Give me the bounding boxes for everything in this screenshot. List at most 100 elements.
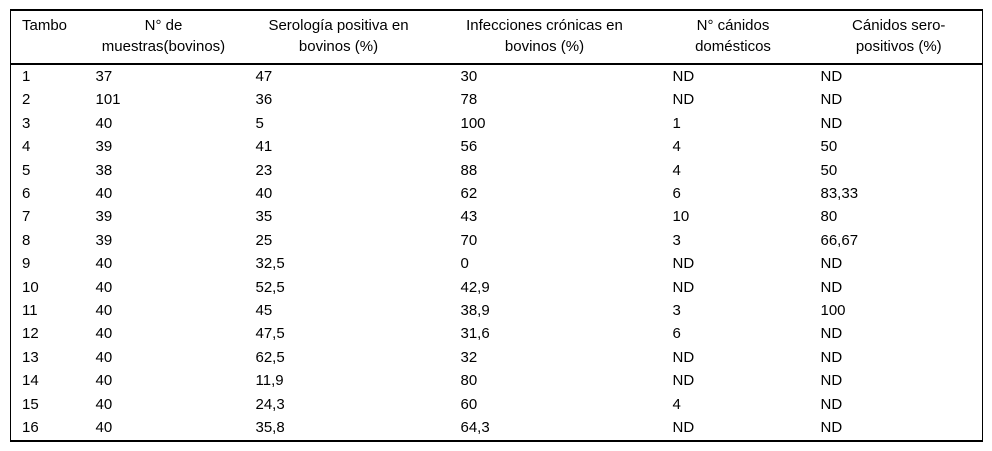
col-header-tambo: Tambo: [11, 10, 89, 64]
table-cell: 1: [672, 114, 681, 132]
table-cell: 4: [672, 395, 681, 413]
table-cell: 40: [95, 185, 113, 203]
table-cell: 40: [95, 419, 113, 437]
table-cell: 6: [672, 325, 681, 343]
table-row: 4 39 41 56 4 50: [11, 135, 983, 158]
table-cell: ND: [820, 68, 843, 85]
table-cell: 37: [95, 68, 113, 85]
table-cell: 12: [22, 325, 39, 343]
table-row: 16 40 35,8 64,3 ND ND: [11, 416, 983, 440]
table-cell: 32: [460, 348, 478, 366]
table-cell: 6: [22, 185, 31, 203]
table-row: 9 40 32,5 0 ND ND: [11, 252, 983, 275]
table-cell: ND: [672, 91, 695, 109]
table-cell: ND: [672, 68, 695, 85]
table-cell: 47,5: [255, 325, 285, 343]
table-cell: 14: [22, 372, 39, 390]
header-line: domésticos: [695, 38, 771, 55]
table-cell: 101: [95, 91, 121, 109]
header-row: Tambo N° de muestras(bovinos) Serología …: [10, 10, 983, 64]
col-header-canidos-seropositivos: Cánidos sero- positivos (%): [816, 10, 983, 64]
table-cell: 13: [22, 348, 39, 366]
table-cell: 24,3: [255, 395, 285, 413]
table-row: 10 40 52,5 42,9 ND ND: [11, 276, 983, 299]
table-cell: ND: [820, 91, 843, 109]
table-cell: 8: [22, 231, 31, 249]
header-line: Infecciones crónicas en: [466, 17, 623, 34]
table-cell: ND: [820, 325, 843, 343]
header-line: bovinos (%): [298, 38, 379, 55]
table-cell: ND: [820, 348, 843, 366]
header-line: muestras(bovinos): [101, 38, 226, 55]
table-cell: 60: [460, 395, 478, 413]
table-cell: 3: [672, 302, 681, 320]
table-row: 3 40 5 100 1 ND: [11, 112, 983, 135]
table-row: 12 40 47,5 31,6 6 ND: [11, 322, 983, 345]
header-line: Cánidos sero-: [852, 17, 946, 34]
table-row: 1 37 47 30 ND ND: [11, 64, 983, 88]
table-cell: 40: [95, 325, 113, 343]
table-row: 7 39 35 43 10 80: [11, 205, 983, 228]
table-cell: 40: [95, 255, 113, 273]
table-cell: 5: [22, 161, 31, 179]
table-cell: ND: [820, 419, 843, 437]
table-cell: 45: [255, 302, 273, 320]
table-cell: 80: [820, 208, 838, 226]
table-cell: ND: [672, 278, 695, 296]
table-cell: ND: [820, 255, 843, 273]
table-cell: 40: [95, 278, 113, 296]
table-cell: 3: [672, 231, 681, 249]
table-cell: 52,5: [255, 278, 285, 296]
table-cell: 15: [22, 395, 39, 413]
table-cell: 11: [22, 302, 38, 320]
table-cell: 32,5: [255, 255, 285, 273]
table-cell: 83,33: [820, 185, 859, 203]
table-cell: ND: [672, 372, 695, 390]
table-cell: 4: [672, 161, 681, 179]
header-line: Tambo: [22, 17, 68, 34]
table-cell: 0: [460, 255, 469, 273]
col-header-num-canidos: N° cánidos domésticos: [651, 10, 816, 64]
table-row: 6 40 40 62 6 83,33: [11, 182, 983, 205]
table-cell: ND: [820, 278, 843, 296]
table-cell: 35,8: [255, 419, 285, 437]
table-body: 1 37 47 30 ND ND 2 101 36 78 ND ND 3 40 5 100 1 ND 4 39 41 56…: [11, 64, 983, 441]
table-cell: 78: [460, 91, 478, 109]
table-cell: 16: [22, 419, 39, 437]
header-line: N° cánidos: [696, 17, 770, 34]
table-cell: 40: [95, 395, 113, 413]
table-row: 14 40 11,9 80 ND ND: [11, 369, 983, 392]
table-cell: 40: [95, 348, 113, 366]
table-cell: 31,6: [460, 325, 490, 343]
table-cell: 38,9: [460, 302, 490, 320]
table-cell: 35: [255, 208, 273, 226]
table-cell: 62,5: [255, 348, 285, 366]
table-cell: ND: [672, 255, 695, 273]
results-table: Tambo N° de muestras(bovinos) Serología …: [10, 9, 983, 442]
table-cell: 40: [95, 302, 113, 320]
table-row: 8 39 25 70 3 66,67: [11, 229, 983, 252]
table-row: 5 38 23 88 4 50: [11, 159, 983, 182]
table-cell: 39: [95, 208, 113, 226]
col-header-infecciones-cronicas: Infecciones crónicas en bovinos (%): [439, 10, 651, 64]
table-cell: ND: [672, 348, 695, 366]
table-cell: 23: [255, 161, 273, 179]
table-cell: 9: [22, 255, 31, 273]
table-row: 11 40 45 38,9 3 100: [11, 299, 983, 322]
table-cell: 41: [255, 138, 273, 156]
table-cell: 38: [95, 161, 113, 179]
table-cell: 40: [95, 372, 113, 390]
header-line: N° de: [144, 17, 183, 34]
table-cell: ND: [672, 419, 695, 437]
table-cell: 30: [460, 68, 478, 85]
table-cell: 11,9: [255, 372, 284, 390]
table-cell: 88: [460, 161, 478, 179]
table-cell: 4: [22, 138, 31, 156]
table-cell: 7: [22, 208, 31, 226]
table-cell: 4: [672, 138, 681, 156]
table-cell: 100: [460, 114, 486, 132]
table-row: 2 101 36 78 ND ND: [11, 88, 983, 111]
table-cell: 47: [255, 68, 273, 85]
table-cell: 64,3: [460, 419, 490, 437]
